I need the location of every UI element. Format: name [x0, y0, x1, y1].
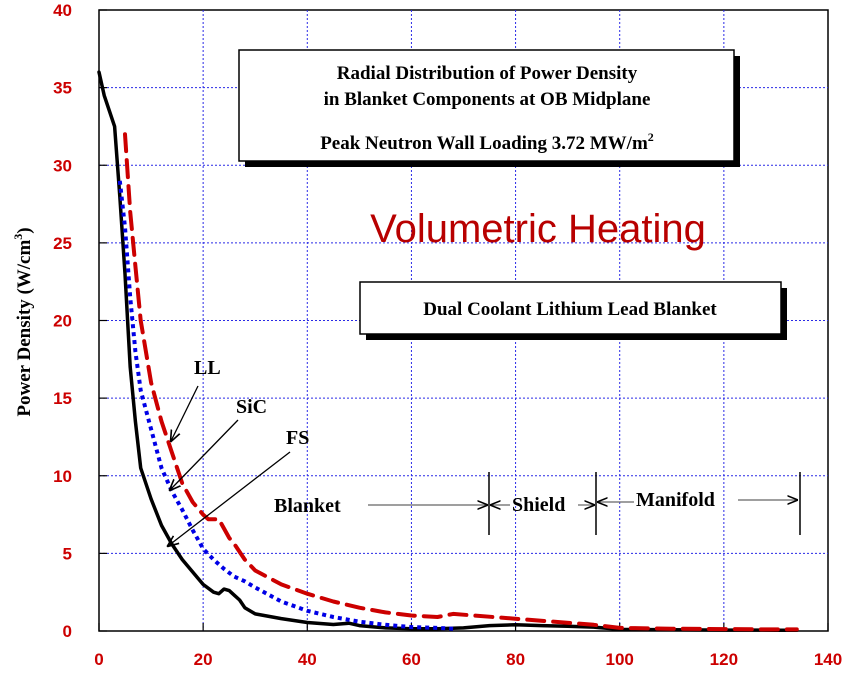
y-axis-label: Power Density (W/cm3) — [11, 227, 35, 416]
blanket-label-box: Dual Coolant Lithium Lead Blanket — [359, 281, 787, 340]
chart-subtitle: Peak Neutron Wall Loading 3.72 MW/m2 — [320, 130, 654, 154]
x-tick-label: 40 — [298, 650, 317, 669]
volumetric-heating-headline: Volumetric Heating — [370, 207, 706, 251]
y-tick-label: 5 — [63, 544, 72, 563]
y-axis-ticks: 0 5 10 15 20 25 30 35 40 — [53, 1, 107, 641]
fs-annotation: FS — [286, 427, 309, 449]
title-box: Radial Distribution of Power Density in … — [238, 49, 740, 167]
manifold-region-label: Manifold — [636, 489, 715, 511]
x-tick-label: 100 — [606, 650, 634, 669]
x-tick-label: 20 — [194, 650, 213, 669]
shield-region-label: Shield — [512, 494, 565, 516]
x-tick-label: 60 — [402, 650, 421, 669]
y-tick-label: 15 — [53, 389, 72, 408]
blanket-label-text: Dual Coolant Lithium Lead Blanket — [423, 299, 717, 320]
series-line-fs — [97, 70, 799, 632]
y-tick-label: 40 — [53, 1, 72, 20]
y-tick-label: 0 — [63, 622, 72, 641]
series-lines — [97, 70, 799, 632]
ll-annotation: LL — [194, 357, 221, 379]
y-tick-label: 10 — [53, 467, 72, 486]
y-tick-label: 30 — [53, 156, 72, 175]
y-tick-label: 25 — [53, 234, 72, 253]
ll-arrow — [171, 385, 199, 441]
fs-arrow — [168, 451, 291, 546]
region-annotations: Blanket Shield Manifold — [274, 472, 801, 535]
x-tick-label: 0 — [94, 650, 103, 669]
series-line-ll — [123, 132, 799, 632]
chart-title-line-1: Radial Distribution of Power Density — [337, 63, 638, 84]
x-tick-label: 120 — [710, 650, 738, 669]
sic-annotation: SiC — [236, 396, 267, 418]
y-tick-label: 20 — [53, 312, 72, 331]
x-tick-label: 80 — [506, 650, 525, 669]
chart-title-line-2: in Blanket Components at OB Midplane — [324, 89, 651, 110]
y-tick-label: 35 — [53, 79, 72, 98]
series-line-sic — [117, 180, 454, 631]
x-tick-label: 140 — [814, 650, 842, 669]
sic-arrow — [170, 419, 239, 490]
blanket-region-label: Blanket — [274, 495, 341, 517]
x-axis-ticks: 0 20 40 60 80 100 120 140 — [94, 623, 842, 669]
